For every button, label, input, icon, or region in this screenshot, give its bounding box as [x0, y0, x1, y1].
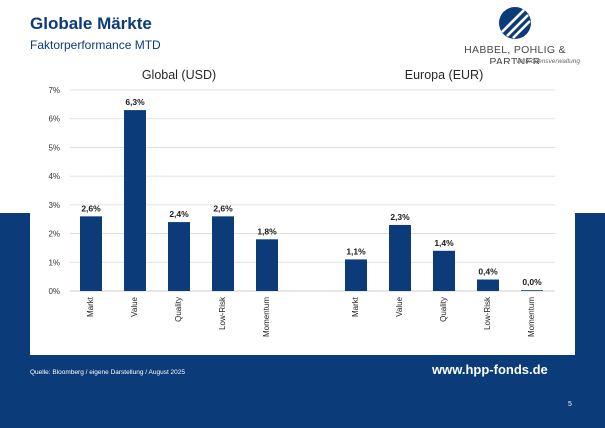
data-label: 6,3%	[125, 97, 145, 107]
bar	[389, 224, 411, 291]
logo-mark-icon	[499, 7, 531, 39]
group-title: Global (USD)	[142, 68, 216, 82]
bar	[124, 110, 146, 291]
data-label: 1,8%	[257, 226, 277, 236]
source-note: Quelle: Bloomberg / eigene Darstellung /…	[30, 369, 186, 376]
data-label: 1,4%	[434, 238, 454, 248]
logo-tagline: Vermögensverwaltung	[515, 58, 580, 65]
bar	[212, 216, 234, 291]
x-tick-label: Low-Risk	[483, 296, 492, 330]
chart-card: 0% 1% 2% 3% 4% 5% 6% 7% Global (USD) 2,6% Markt 6,3…	[30, 64, 575, 355]
data-label: 2,6%	[213, 203, 233, 213]
x-tick-label: Markt	[86, 296, 95, 317]
bar	[477, 279, 499, 291]
bar	[256, 239, 278, 291]
group-title: Europa (EUR)	[405, 68, 484, 82]
data-label: 0,4%	[478, 267, 498, 277]
y-tick-label: 7%	[48, 86, 60, 95]
y-tick-label: 6%	[48, 115, 60, 124]
x-tick-label: Momentum	[262, 297, 271, 337]
data-label: 2,6%	[81, 203, 101, 213]
x-tick-label: Markt	[351, 296, 360, 317]
x-tick-label: Momentum	[527, 297, 536, 337]
y-tick-label: 1%	[48, 258, 60, 267]
page-subtitle: Faktorperformance MTD	[30, 38, 161, 52]
company-logo: HABBEL, POHLIG & PARTNER Vermögensverwal…	[450, 6, 580, 68]
bar	[80, 216, 102, 291]
bar	[433, 250, 455, 291]
bar	[168, 222, 190, 291]
y-tick-label: 4%	[48, 172, 60, 181]
data-label: 0,0%	[522, 277, 542, 287]
page-title: Globale Märkte	[30, 14, 152, 33]
website-link[interactable]: www.hpp-fonds.de	[432, 362, 548, 377]
x-tick-label: Low-Risk	[218, 296, 227, 330]
y-tick-label: 3%	[48, 201, 60, 210]
bar-chart: 0% 1% 2% 3% 4% 5% 6% 7% Global (USD) 2,6% Markt 6,3…	[48, 68, 555, 337]
y-tick-label: 2%	[48, 230, 60, 239]
x-tick-label: Quality	[439, 297, 448, 322]
x-tick-label: Value	[395, 296, 404, 316]
x-tick-label: Quality	[174, 297, 183, 322]
y-tick-label: 5%	[48, 143, 60, 152]
x-tick-label: Value	[130, 296, 139, 316]
data-label: 2,4%	[169, 209, 189, 219]
bar	[521, 290, 543, 291]
y-tick-label: 0%	[48, 287, 60, 296]
data-label: 2,3%	[390, 212, 410, 222]
data-label: 1,1%	[346, 246, 366, 256]
page-number: 5	[568, 401, 572, 408]
bar	[345, 259, 367, 291]
